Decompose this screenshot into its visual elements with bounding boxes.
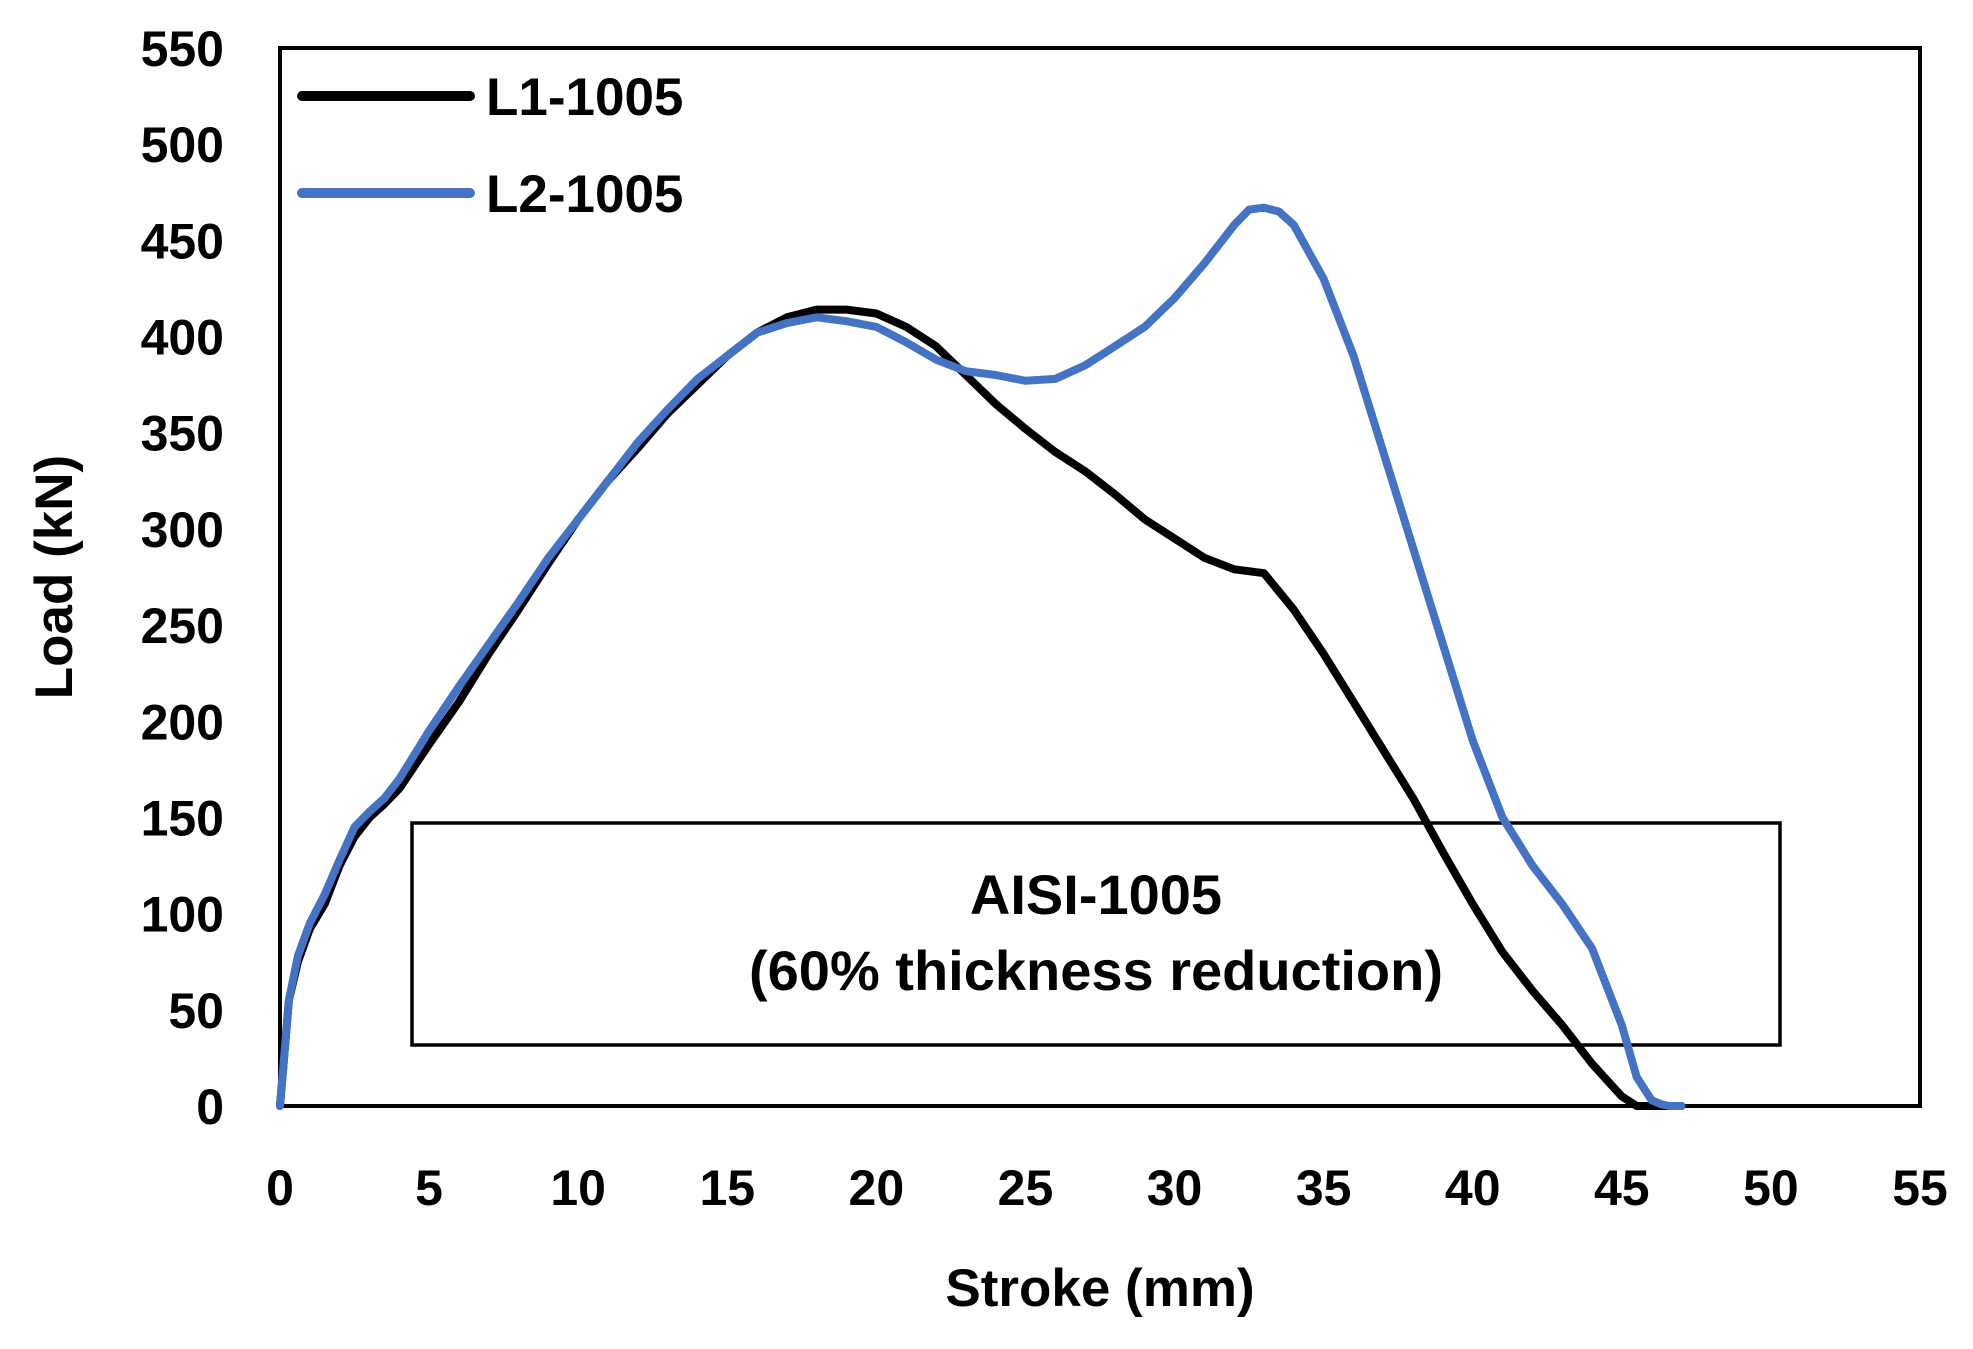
series-line-l1-1005 [276, 305, 1686, 1110]
y-tick-label-450: 450 [141, 213, 224, 269]
y-tick-label-550: 550 [141, 21, 224, 77]
y-tick-label-100: 100 [141, 887, 224, 943]
x-tick-label-0: 0 [266, 1160, 294, 1216]
x-tick-label-5: 5 [415, 1160, 443, 1216]
x-tick-label-25: 25 [998, 1160, 1054, 1216]
legend-label-l1: L1-1005 [486, 68, 683, 127]
x-axis-label: Stroke (mm) [945, 1259, 1254, 1318]
y-tick-label-300: 300 [141, 502, 224, 558]
x-tick-label-20: 20 [849, 1160, 905, 1216]
annotation-subtitle: (60% thickness reduction) [749, 939, 1443, 1002]
legend: L1-1005 L2-1005 [297, 68, 683, 224]
y-tick-label-500: 500 [141, 117, 224, 173]
y-axis-ticks: 0 50 100 150 200 250 300 350 400 450 500 550 [141, 21, 224, 1135]
x-tick-label-45: 45 [1594, 1160, 1650, 1216]
series-line-l2-1005 [276, 203, 1686, 1110]
y-tick-label-150: 150 [141, 790, 224, 846]
x-tick-label-50: 50 [1743, 1160, 1799, 1216]
y-tick-label-250: 250 [141, 598, 224, 654]
y-tick-label-400: 400 [141, 310, 224, 366]
y-axis-label: Load (kN) [25, 455, 84, 699]
x-tick-label-55: 55 [1892, 1160, 1948, 1216]
x-axis-ticks: 0 5 10 15 20 25 30 35 40 45 50 55 [266, 1160, 1948, 1216]
series-lines [276, 203, 1686, 1110]
y-tick-label-200: 200 [141, 694, 224, 750]
y-tick-label-350: 350 [141, 406, 224, 462]
legend-label-l2: L2-1005 [486, 165, 683, 224]
x-tick-label-15: 15 [699, 1160, 755, 1216]
x-tick-label-35: 35 [1296, 1160, 1352, 1216]
plot-area-frame [278, 46, 1922, 1108]
y-tick-label-0: 0 [196, 1079, 224, 1135]
annotation-title: AISI-1005 [970, 863, 1222, 926]
x-tick-label-30: 30 [1147, 1160, 1203, 1216]
x-tick-label-10: 10 [550, 1160, 606, 1216]
annotation-box [410, 821, 1782, 1047]
x-tick-label-40: 40 [1445, 1160, 1501, 1216]
y-tick-label-50: 50 [168, 983, 224, 1039]
